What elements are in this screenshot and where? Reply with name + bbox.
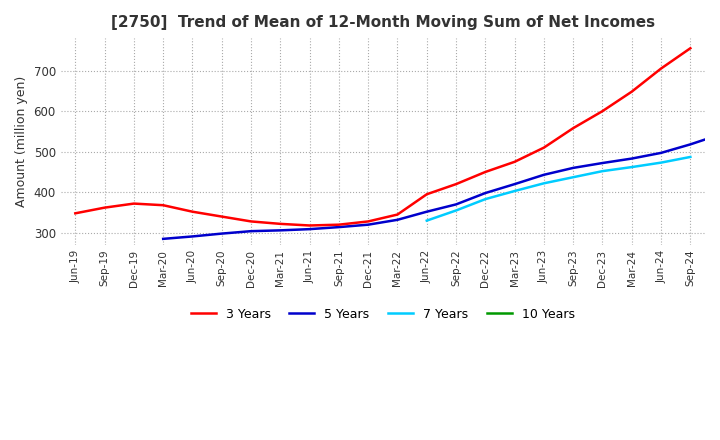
3 Years xyxy=(130,201,138,206)
5 Years xyxy=(510,181,519,187)
3 Years xyxy=(510,159,519,165)
3 Years xyxy=(627,89,636,94)
3 Years xyxy=(481,169,490,175)
7 Years xyxy=(510,188,519,194)
7 Years xyxy=(598,169,607,174)
7 Years xyxy=(539,181,548,186)
5 Years xyxy=(481,191,490,196)
5 Years xyxy=(657,150,665,155)
3 Years xyxy=(217,214,226,219)
5 Years xyxy=(247,228,256,234)
Line: 7 Years: 7 Years xyxy=(427,157,690,220)
7 Years xyxy=(481,197,490,202)
7 Years xyxy=(423,218,431,223)
3 Years xyxy=(598,109,607,114)
5 Years xyxy=(276,228,284,233)
Line: 3 Years: 3 Years xyxy=(76,48,690,225)
5 Years xyxy=(569,165,577,171)
5 Years xyxy=(423,209,431,214)
3 Years xyxy=(159,202,168,208)
3 Years xyxy=(423,191,431,197)
5 Years xyxy=(686,142,695,147)
5 Years xyxy=(217,231,226,236)
7 Years xyxy=(686,154,695,160)
7 Years xyxy=(627,165,636,170)
3 Years xyxy=(451,181,460,187)
5 Years xyxy=(451,202,460,207)
3 Years xyxy=(569,125,577,131)
3 Years xyxy=(305,223,314,228)
3 Years xyxy=(686,46,695,51)
Legend: 3 Years, 5 Years, 7 Years, 10 Years: 3 Years, 5 Years, 7 Years, 10 Years xyxy=(186,303,580,326)
3 Years xyxy=(276,221,284,227)
3 Years xyxy=(539,145,548,150)
Title: [2750]  Trend of Mean of 12-Month Moving Sum of Net Incomes: [2750] Trend of Mean of 12-Month Moving … xyxy=(111,15,655,30)
7 Years xyxy=(451,208,460,213)
Line: 5 Years: 5 Years xyxy=(163,121,720,239)
3 Years xyxy=(364,219,372,224)
7 Years xyxy=(657,160,665,165)
5 Years xyxy=(188,234,197,239)
5 Years xyxy=(364,222,372,227)
5 Years xyxy=(159,236,168,242)
5 Years xyxy=(393,217,402,223)
3 Years xyxy=(188,209,197,214)
5 Years xyxy=(716,132,720,137)
3 Years xyxy=(247,219,256,224)
5 Years xyxy=(539,172,548,177)
3 Years xyxy=(335,222,343,227)
3 Years xyxy=(100,205,109,210)
Y-axis label: Amount (million yen): Amount (million yen) xyxy=(15,76,28,207)
7 Years xyxy=(569,175,577,180)
5 Years xyxy=(305,227,314,232)
3 Years xyxy=(71,211,80,216)
5 Years xyxy=(627,156,636,161)
3 Years xyxy=(393,212,402,217)
5 Years xyxy=(598,161,607,166)
5 Years xyxy=(335,224,343,230)
3 Years xyxy=(657,66,665,71)
